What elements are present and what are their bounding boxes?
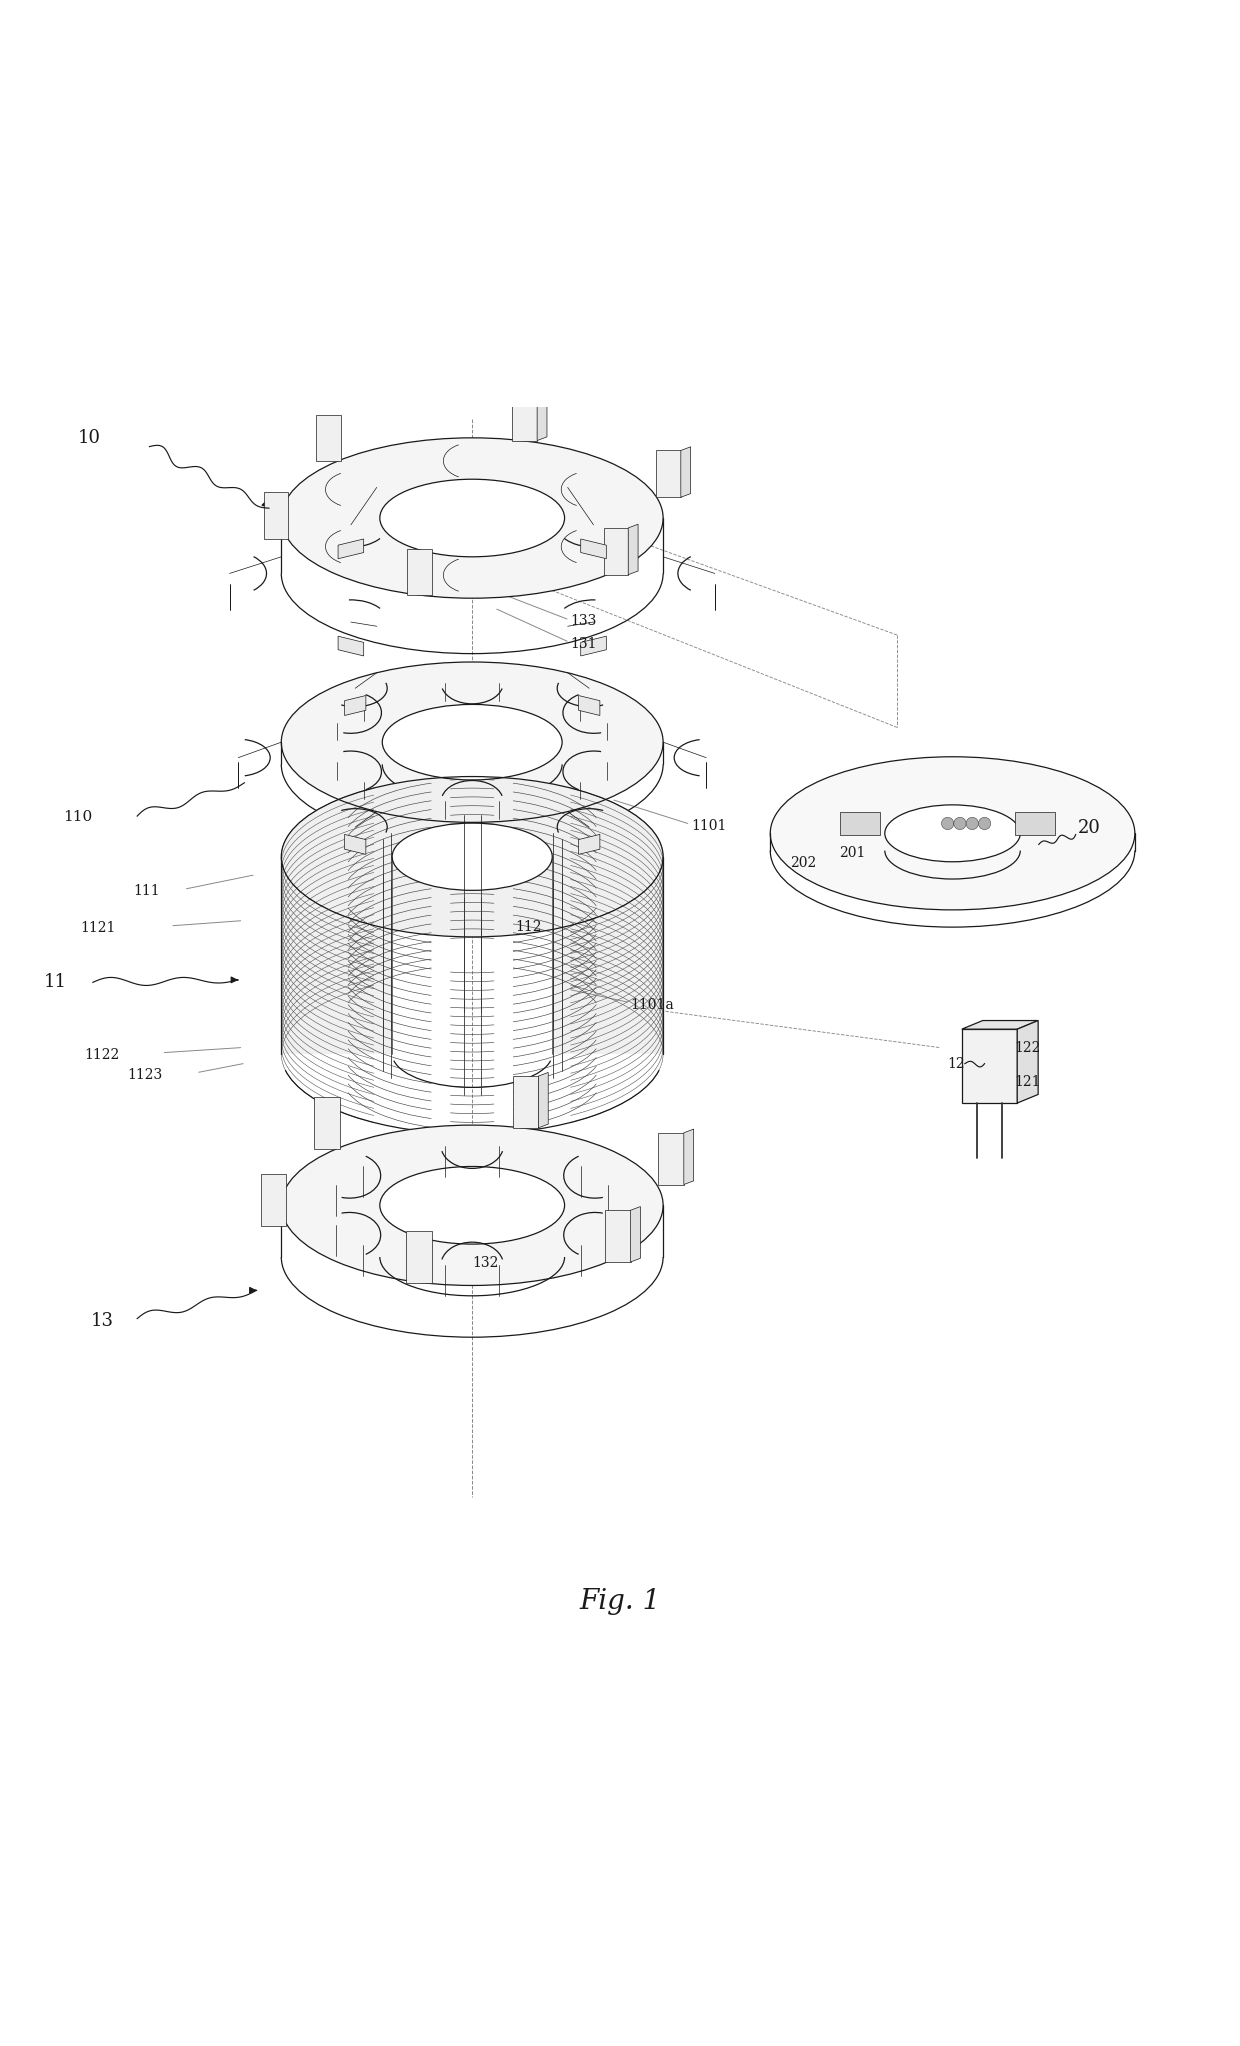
Circle shape	[978, 816, 991, 829]
Ellipse shape	[281, 438, 663, 597]
Circle shape	[941, 816, 954, 829]
Text: 131: 131	[570, 636, 598, 651]
Polygon shape	[579, 696, 600, 716]
Text: 1123: 1123	[128, 1068, 162, 1082]
Polygon shape	[345, 835, 366, 855]
Text: 122: 122	[1014, 1041, 1040, 1054]
Polygon shape	[631, 1207, 640, 1262]
Polygon shape	[281, 857, 392, 1054]
Text: 13: 13	[91, 1311, 113, 1330]
Polygon shape	[264, 491, 288, 538]
Text: 202: 202	[790, 855, 816, 870]
Text: 12: 12	[947, 1056, 965, 1070]
Polygon shape	[512, 1076, 538, 1127]
Ellipse shape	[885, 804, 1021, 861]
Polygon shape	[512, 393, 537, 440]
Text: 1122: 1122	[84, 1048, 119, 1062]
Ellipse shape	[379, 1166, 564, 1244]
Circle shape	[966, 816, 978, 829]
Text: 11: 11	[43, 974, 67, 992]
Text: 10: 10	[78, 430, 102, 446]
Polygon shape	[580, 538, 606, 559]
Ellipse shape	[281, 777, 663, 937]
Polygon shape	[604, 528, 629, 575]
Text: 121: 121	[1014, 1074, 1040, 1088]
Polygon shape	[345, 696, 366, 716]
Ellipse shape	[382, 704, 562, 780]
Polygon shape	[316, 415, 341, 460]
Polygon shape	[1017, 1021, 1038, 1103]
Polygon shape	[681, 446, 691, 497]
Text: 110: 110	[63, 810, 93, 825]
Polygon shape	[683, 1129, 693, 1185]
Polygon shape	[538, 1072, 548, 1127]
Text: 111: 111	[134, 884, 160, 898]
Polygon shape	[407, 548, 432, 595]
Polygon shape	[339, 538, 363, 559]
Ellipse shape	[281, 1125, 663, 1285]
Ellipse shape	[379, 479, 564, 557]
Polygon shape	[629, 524, 639, 575]
Polygon shape	[405, 1232, 432, 1283]
Ellipse shape	[770, 757, 1135, 910]
Circle shape	[954, 816, 966, 829]
Text: 133: 133	[570, 614, 598, 628]
Polygon shape	[537, 391, 547, 440]
Polygon shape	[339, 636, 363, 657]
Ellipse shape	[392, 822, 552, 890]
Polygon shape	[260, 1174, 286, 1226]
Text: 20: 20	[1078, 818, 1101, 837]
Text: 1101a: 1101a	[630, 998, 673, 1011]
Polygon shape	[552, 857, 663, 1054]
Text: 1101: 1101	[692, 818, 727, 833]
Text: Fig. 1: Fig. 1	[579, 1588, 661, 1616]
Text: 201: 201	[839, 847, 866, 859]
Text: 112: 112	[516, 921, 542, 933]
Polygon shape	[962, 1029, 1017, 1103]
Text: 132: 132	[472, 1256, 498, 1271]
Polygon shape	[962, 1021, 1038, 1029]
FancyBboxPatch shape	[1016, 812, 1055, 835]
Polygon shape	[605, 1211, 631, 1262]
FancyBboxPatch shape	[841, 812, 880, 835]
Ellipse shape	[281, 663, 663, 822]
Polygon shape	[658, 1133, 683, 1185]
Polygon shape	[579, 835, 600, 855]
Polygon shape	[580, 636, 606, 657]
Polygon shape	[314, 1097, 340, 1148]
Polygon shape	[656, 450, 681, 497]
Text: 1121: 1121	[81, 921, 115, 935]
